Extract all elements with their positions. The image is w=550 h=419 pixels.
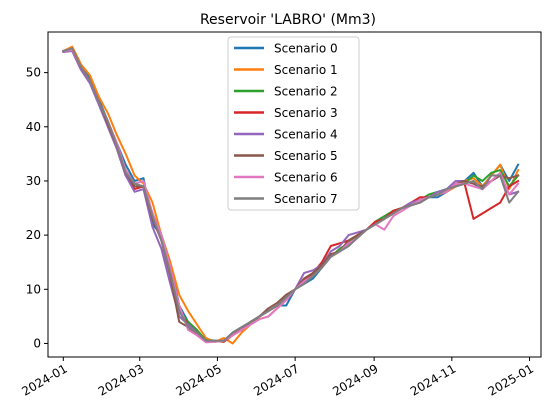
x-tick-label: 2025-01 (486, 361, 536, 398)
x-tick-label: 2024-11 (408, 361, 458, 398)
y-tick-label: 0 (33, 336, 41, 350)
y-axis: 0 10 20 30 40 50 (26, 66, 48, 350)
y-tick-label: 50 (26, 66, 41, 80)
legend-box (227, 36, 360, 211)
legend-label-2: Scenario 2 (274, 85, 338, 99)
y-tick-label: 10 (26, 282, 41, 296)
legend-label-6: Scenario 6 (274, 171, 338, 185)
legend-label-3: Scenario 3 (274, 106, 338, 120)
legend-label-5: Scenario 5 (274, 149, 338, 163)
series-layer (61, 45, 520, 345)
x-axis: 2024-01 2024-03 2024-05 2024-07 2024-09 2024-… (19, 357, 536, 399)
series-line-7 (62, 47, 520, 342)
x-tick-label: 2024-03 (96, 361, 146, 398)
plot-frame (47, 31, 542, 358)
x-tick-label: 2024-09 (330, 361, 380, 398)
legend-label-1: Scenario 1 (274, 63, 338, 77)
y-tick-label: 40 (26, 120, 41, 134)
legend-label-7: Scenario 7 (274, 192, 338, 206)
x-tick-label: 2024-01 (19, 361, 69, 398)
legend: Scenario 0 Scenario 1 Scenario 2 Scenario 3… (227, 36, 360, 211)
y-tick-label: 20 (26, 228, 41, 242)
x-tick-label: 2024-07 (251, 361, 301, 398)
legend-label-4: Scenario 4 (274, 128, 338, 142)
chart-title: Reservoir 'LABRO' (Mm3) (200, 12, 376, 28)
legend-label-0: Scenario 0 (274, 42, 338, 56)
y-tick-label: 30 (26, 174, 41, 188)
x-tick-label: 2024-05 (174, 361, 224, 398)
